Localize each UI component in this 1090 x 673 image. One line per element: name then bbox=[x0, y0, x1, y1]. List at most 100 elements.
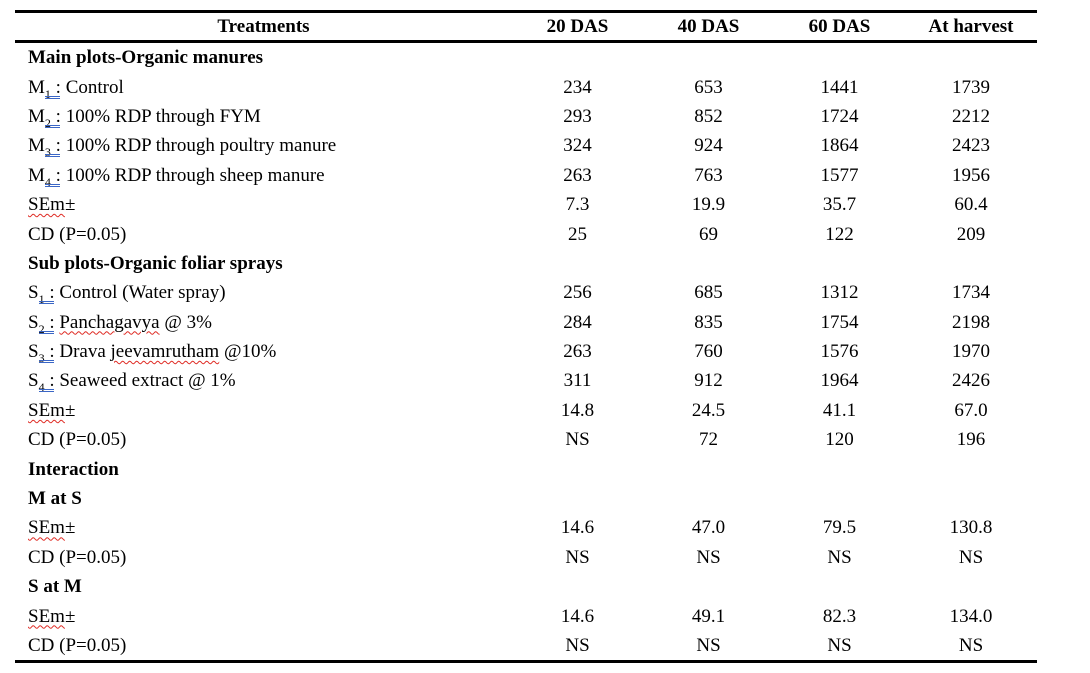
grammar-marked-subscript: 2 : bbox=[38, 311, 55, 335]
value-cell: 2212 bbox=[952, 105, 990, 127]
value-cell bbox=[643, 42, 774, 73]
label-text: Seaweed extract @ 1% bbox=[54, 370, 236, 392]
label-text: S bbox=[28, 311, 39, 333]
section-row: S at M bbox=[15, 572, 1037, 601]
grammar-marked-subscript: 3 : bbox=[38, 341, 55, 364]
value-cell bbox=[512, 572, 643, 601]
value-cell: 653 bbox=[694, 76, 723, 98]
treatment-label-cell: SEm± bbox=[15, 396, 512, 425]
label-text: M bbox=[28, 135, 45, 157]
label-text: Main plots-Organic manures bbox=[28, 47, 264, 69]
label-text: S bbox=[28, 370, 39, 392]
value-cell bbox=[512, 42, 643, 73]
value-cell: 852 bbox=[694, 105, 723, 127]
treatment-label-cell: CD (P=0.05) bbox=[15, 543, 512, 572]
value-cell: 1964 bbox=[820, 370, 859, 392]
value-cell bbox=[774, 454, 905, 483]
label-text: M bbox=[28, 76, 45, 98]
spellcheck-marked-text: SEm bbox=[28, 194, 65, 216]
spellcheck-marked-text: SEm bbox=[28, 399, 65, 421]
value-cell: 67.0 bbox=[954, 399, 988, 421]
section-row: Sub plots-Organic foliar sprays bbox=[15, 249, 1037, 278]
treatment-subscript: 2 bbox=[38, 321, 45, 336]
treatment-label-cell: Interaction bbox=[15, 454, 512, 483]
label-text: ± bbox=[64, 517, 76, 539]
treatment-label-cell: M4 : 100% RDP through sheep manure bbox=[15, 161, 512, 190]
table-row: CD (P=0.05) NS 72 120 196 bbox=[15, 425, 1037, 454]
spellcheck-marked-text: jeevamrutham bbox=[110, 341, 220, 363]
label-text: CD (P=0.05) bbox=[28, 546, 127, 568]
value-cell: 134.0 bbox=[949, 605, 993, 627]
section-row: Main plots-Organic manures bbox=[15, 42, 1037, 73]
table-row: M3 : 100% RDP through poultry manure 324 9… bbox=[15, 131, 1037, 160]
table-row: S1 : Control (Water spray) 256 685 1312 1734 bbox=[15, 278, 1037, 307]
value-cell: 311 bbox=[563, 370, 592, 392]
treatment-label-cell: M at S bbox=[15, 484, 512, 513]
value-cell: 2198 bbox=[952, 311, 990, 333]
label-text: S at M bbox=[28, 576, 82, 598]
label-text: Control bbox=[60, 76, 124, 98]
value-cell: NS bbox=[774, 630, 905, 664]
value-cell bbox=[905, 572, 1037, 601]
value-cell: 263 bbox=[563, 164, 592, 186]
value-cell bbox=[512, 454, 643, 483]
value-cell bbox=[774, 484, 905, 513]
treatment-label-cell: Sub plots-Organic foliar sprays bbox=[15, 249, 512, 278]
treatment-label-cell: SEm± bbox=[15, 513, 512, 542]
value-cell: 1312 bbox=[820, 282, 859, 304]
label-text: Control (Water spray) bbox=[54, 282, 226, 304]
label-text: 100% RDP through FYM bbox=[60, 105, 261, 127]
table-row: M1 : Control 234 653 1441 1739 bbox=[15, 72, 1037, 101]
label-text: S bbox=[28, 282, 39, 304]
value-cell: 14.8 bbox=[560, 399, 595, 421]
subscript-colon: : bbox=[50, 76, 61, 98]
value-cell: 82.3 bbox=[822, 605, 857, 627]
value-cell bbox=[905, 42, 1037, 73]
value-cell: NS bbox=[958, 546, 984, 568]
value-cell: 2426 bbox=[952, 370, 990, 392]
label-text: ± bbox=[64, 399, 76, 421]
value-cell: 72 bbox=[699, 429, 718, 451]
subscript-colon: : bbox=[44, 341, 55, 363]
label-text: Sub plots-Organic foliar sprays bbox=[28, 252, 283, 274]
treatment-label-cell: S2 : Panchagavya @ 3% bbox=[15, 308, 512, 337]
section-row: Interaction bbox=[15, 454, 1037, 483]
value-cell: 47.0 bbox=[691, 517, 726, 539]
value-cell: 7.3 bbox=[565, 194, 590, 216]
value-cell bbox=[512, 484, 643, 513]
value-cell: 14.6 bbox=[560, 605, 595, 627]
value-cell bbox=[774, 42, 905, 73]
label-text: M bbox=[28, 164, 45, 186]
label-text: Interaction bbox=[28, 458, 119, 480]
value-cell: 912 bbox=[694, 370, 723, 392]
table-row: CD (P=0.05) NS NS NS NS bbox=[15, 543, 1037, 572]
subscript-colon: : bbox=[44, 311, 55, 333]
label-text: M bbox=[28, 105, 45, 127]
label-text: @ 3% bbox=[159, 311, 212, 333]
value-cell bbox=[905, 484, 1037, 513]
value-cell bbox=[512, 249, 643, 278]
value-cell: 1754 bbox=[820, 311, 859, 333]
header-row: Treatments 20 DAS 40 DAS 60 DAS At harve… bbox=[15, 10, 1037, 43]
treatment-label-cell: SEm± bbox=[15, 601, 512, 630]
grammar-marked-subscript: 1 : bbox=[38, 283, 55, 305]
value-cell bbox=[774, 249, 905, 278]
value-cell bbox=[905, 249, 1037, 278]
treatment-label-cell: S3 : Drava jeevamrutham @10% bbox=[15, 337, 512, 366]
table-header: Treatments 20 DAS 40 DAS 60 DAS At harve… bbox=[15, 10, 1037, 43]
value-cell: 69 bbox=[699, 223, 718, 245]
label-text: CD (P=0.05) bbox=[28, 429, 127, 451]
table-row: CD (P=0.05) 25 69 122 209 bbox=[15, 219, 1037, 248]
treatment-subscript: 4 bbox=[44, 174, 51, 189]
value-cell: 256 bbox=[563, 282, 592, 304]
value-cell: 1734 bbox=[952, 282, 990, 304]
table-row: CD (P=0.05) NS NS NS NS bbox=[15, 630, 1037, 664]
value-cell bbox=[643, 454, 774, 483]
label-text: S bbox=[28, 341, 39, 363]
value-cell: 120 bbox=[825, 429, 854, 451]
value-cell: 763 bbox=[694, 164, 723, 186]
column-header-at-harvest: At harvest bbox=[905, 10, 1037, 43]
grammar-marked-subscript: 2 : bbox=[44, 107, 61, 129]
value-cell bbox=[774, 572, 905, 601]
value-cell: 41.1 bbox=[822, 399, 857, 421]
